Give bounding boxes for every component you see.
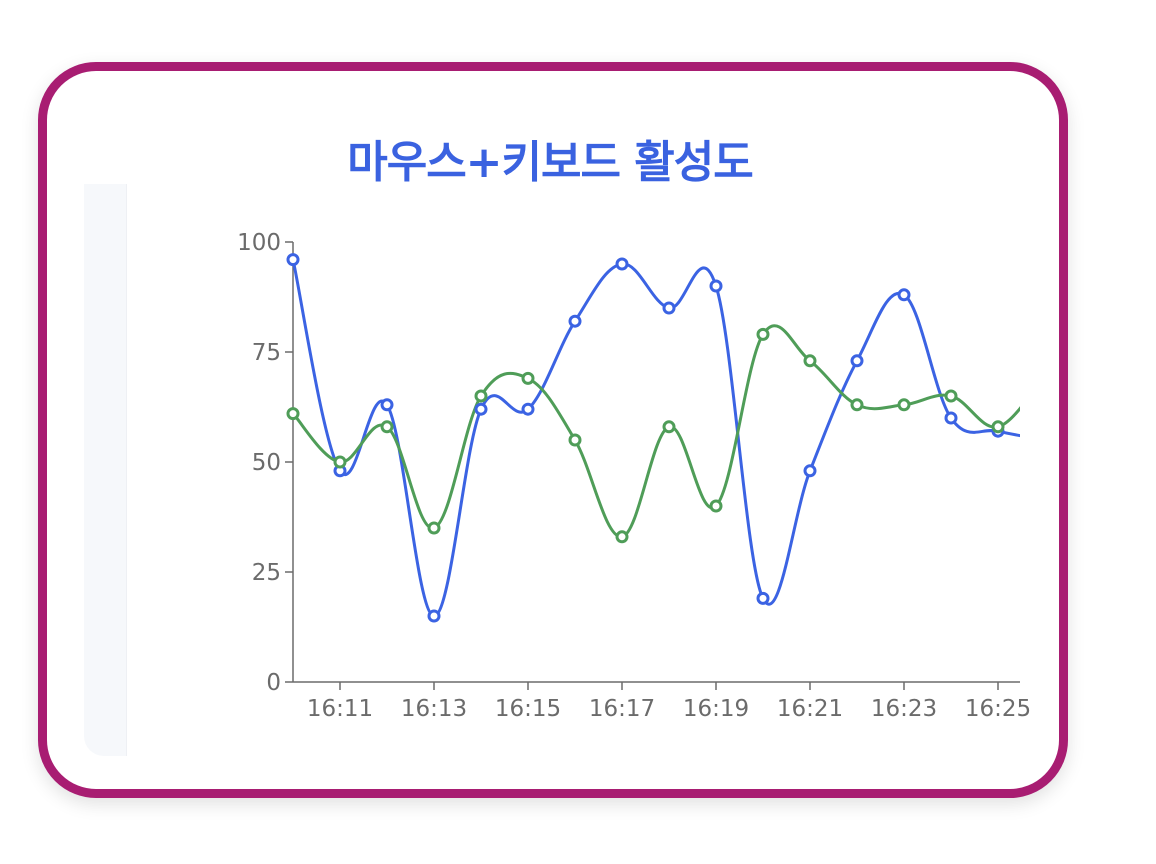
series-2-point — [521, 371, 535, 385]
series-2-point — [333, 455, 347, 469]
series-1-point — [521, 402, 535, 416]
series-2-point — [709, 499, 723, 513]
y-tick-label: 100 — [237, 230, 281, 256]
series-1-point — [662, 301, 676, 315]
y-tick-label: 50 — [252, 450, 281, 476]
y-tick-label: 75 — [252, 340, 281, 366]
x-tick-label: 16:11 — [307, 696, 373, 722]
series-2-point — [991, 420, 1005, 434]
series-1-point — [286, 253, 300, 267]
x-tick-label: 16:13 — [401, 696, 467, 722]
series-2-point — [568, 433, 582, 447]
x-tick-label: 16:17 — [589, 696, 655, 722]
x-tick-label: 16:25 — [965, 696, 1031, 722]
side-panel — [84, 184, 127, 756]
series-1-point — [803, 464, 817, 478]
series-2-point — [474, 389, 488, 403]
series-2-point — [803, 354, 817, 368]
series-1-point — [850, 354, 864, 368]
series-2-point — [850, 398, 864, 412]
x-tick-label: 16:21 — [777, 696, 843, 722]
chart-series — [286, 253, 1020, 623]
series-2-point — [662, 420, 676, 434]
series-1-point — [474, 402, 488, 416]
series-1-point — [897, 288, 911, 302]
series-1-point — [427, 609, 441, 623]
series-1-point — [709, 279, 723, 293]
x-tick-label: 16:23 — [871, 696, 937, 722]
y-tick-label: 0 — [266, 670, 281, 696]
x-tick-label: 16:19 — [683, 696, 749, 722]
series-1-point — [380, 398, 394, 412]
chart-axes: 0 25 50 75 100 16:11 16:13 16:15 16:17 16:19 16:21… — [237, 230, 1031, 722]
series-2-point — [427, 521, 441, 535]
series-2-point — [286, 407, 300, 421]
chart-card — [38, 62, 1068, 798]
series-1-point — [568, 314, 582, 328]
chart-title: 마우스+키보드 활성도 — [347, 137, 754, 188]
series-2-point — [897, 398, 911, 412]
y-tick-label: 25 — [252, 560, 281, 586]
series-1-point — [756, 591, 770, 605]
series-2-point — [380, 420, 394, 434]
series-1-point — [615, 257, 629, 271]
series-2-point — [944, 389, 958, 403]
series-1-point — [944, 411, 958, 425]
x-tick-label: 16:15 — [495, 696, 561, 722]
series-2-point — [615, 530, 629, 544]
series-2-point — [756, 327, 770, 341]
